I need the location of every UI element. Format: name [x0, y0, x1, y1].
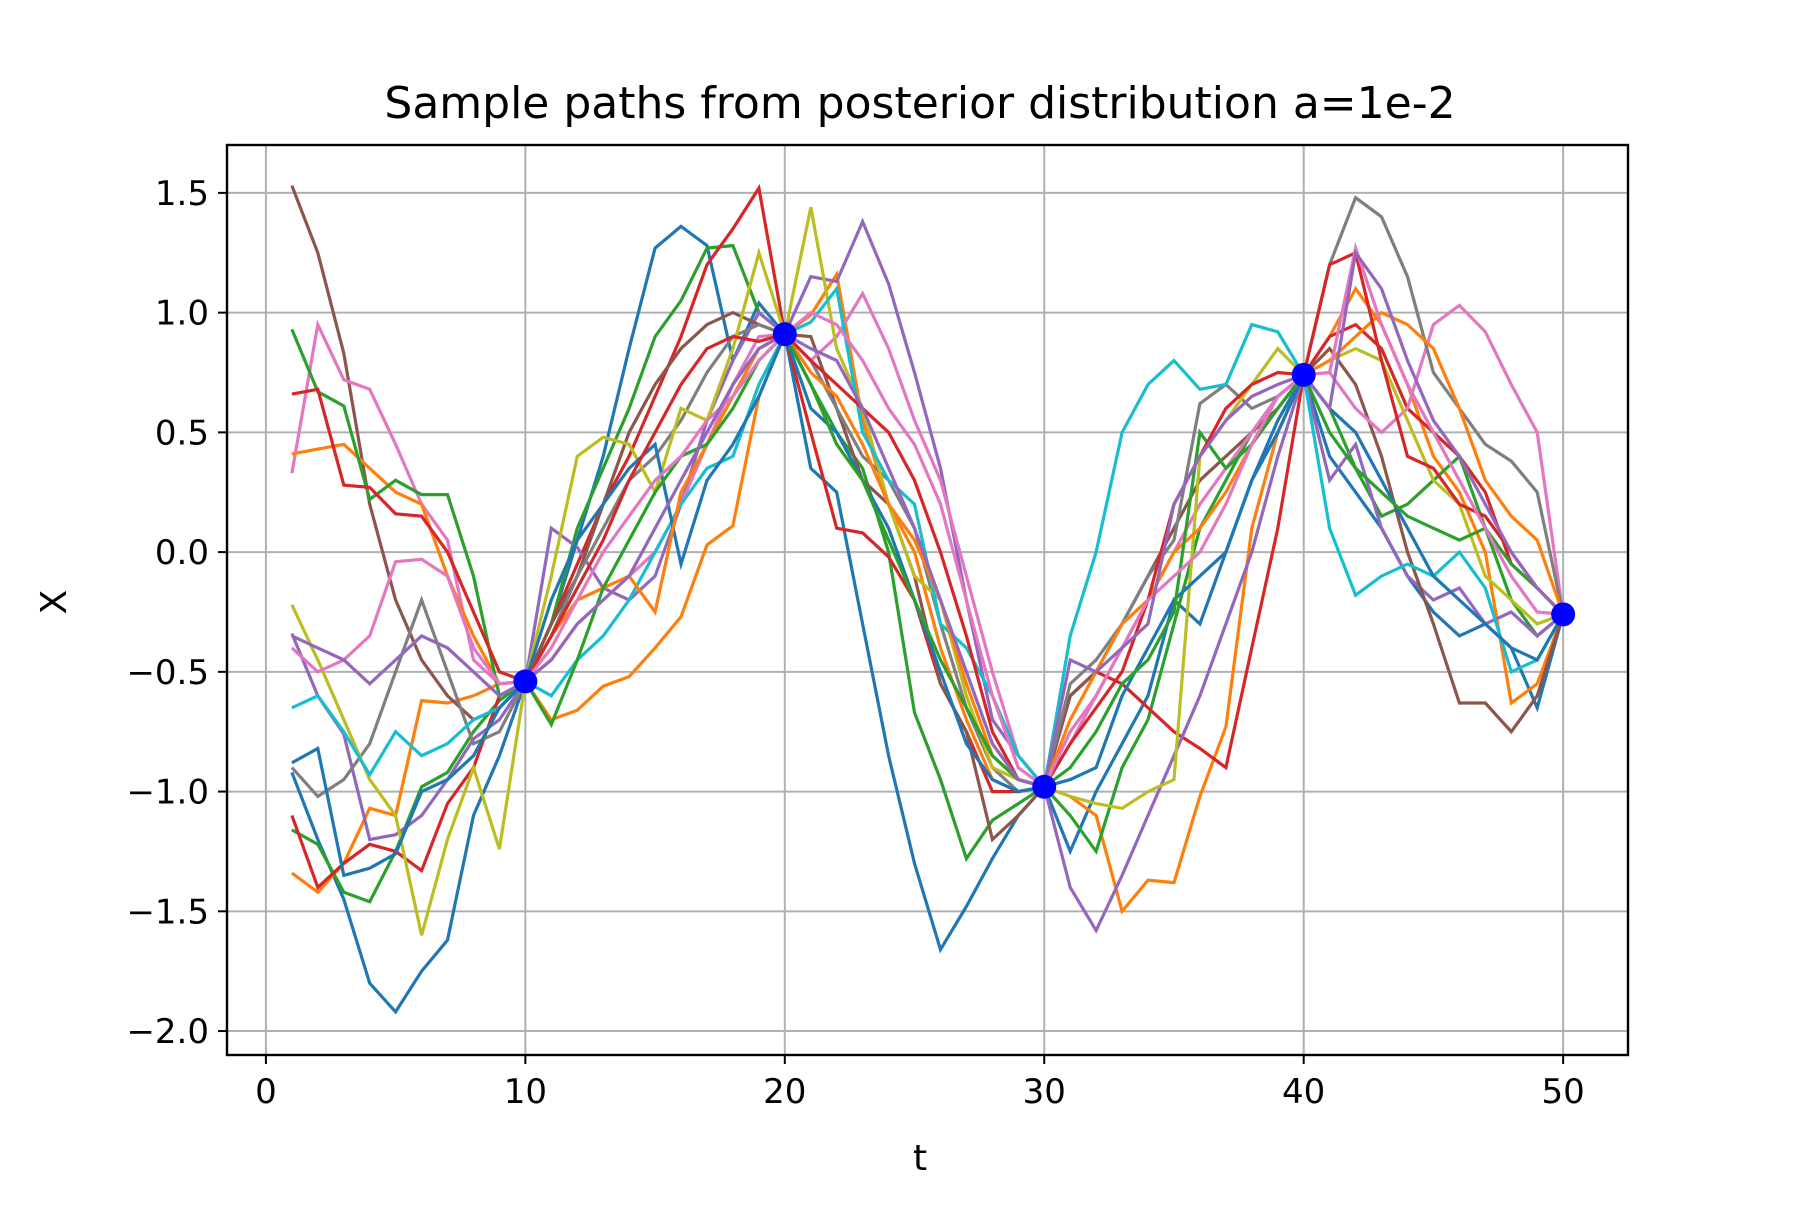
sample-path-line: [291, 243, 1565, 904]
x-axis-label: t: [913, 1138, 927, 1179]
sample-paths: [290, 183, 1565, 1015]
chart-title: Sample paths from posterior distribution…: [384, 78, 1455, 129]
sample-path-line: [290, 241, 1564, 790]
x-tick-label: 20: [763, 1072, 806, 1112]
sample-path-line: [290, 217, 1565, 934]
y-tick-label: −1.5: [126, 892, 209, 932]
y-tick-label: −0.5: [126, 653, 209, 693]
sample-path-line: [291, 248, 1565, 789]
y-tick-label: −1.0: [126, 773, 209, 813]
observation-points: [513, 322, 1576, 799]
observation-point: [1032, 774, 1057, 799]
sample-path-line: [291, 329, 1565, 878]
sample-path-line: [290, 195, 1565, 799]
x-tick-label: 0: [255, 1072, 277, 1112]
y-axis-label: X: [34, 590, 75, 615]
sample-path-line: [290, 206, 1564, 936]
observation-point: [1291, 362, 1316, 387]
y-tick-label: 0.0: [155, 533, 209, 573]
observation-point: [772, 322, 797, 347]
observation-point: [513, 669, 538, 694]
sample-path-line: [290, 290, 1565, 790]
x-tick-label: 30: [1023, 1072, 1066, 1112]
y-tick-label: −2.0: [126, 1012, 209, 1052]
y-tick-label: 1.0: [155, 294, 209, 334]
x-tick-label: 50: [1542, 1072, 1585, 1112]
sample-path-line: [290, 224, 1565, 1015]
sample-path-line: [291, 250, 1565, 789]
sample-path-line: [290, 269, 1565, 915]
observation-point: [1551, 602, 1576, 627]
y-tick-label: 0.5: [155, 413, 209, 453]
plot-frame: [225, 143, 1630, 1057]
grid-lines: [227, 145, 1628, 1055]
sample-path-line: [291, 284, 1565, 791]
x-tick-label: 40: [1282, 1072, 1325, 1112]
x-tick-label: 10: [504, 1072, 547, 1112]
y-tick-label: 1.5: [155, 174, 209, 214]
axis-ticks: 0 10 20 30 40 50 −2.0 −1.5 −1.0 −0.5 0.0 0.5 1.0 1.5: [126, 174, 1584, 1112]
